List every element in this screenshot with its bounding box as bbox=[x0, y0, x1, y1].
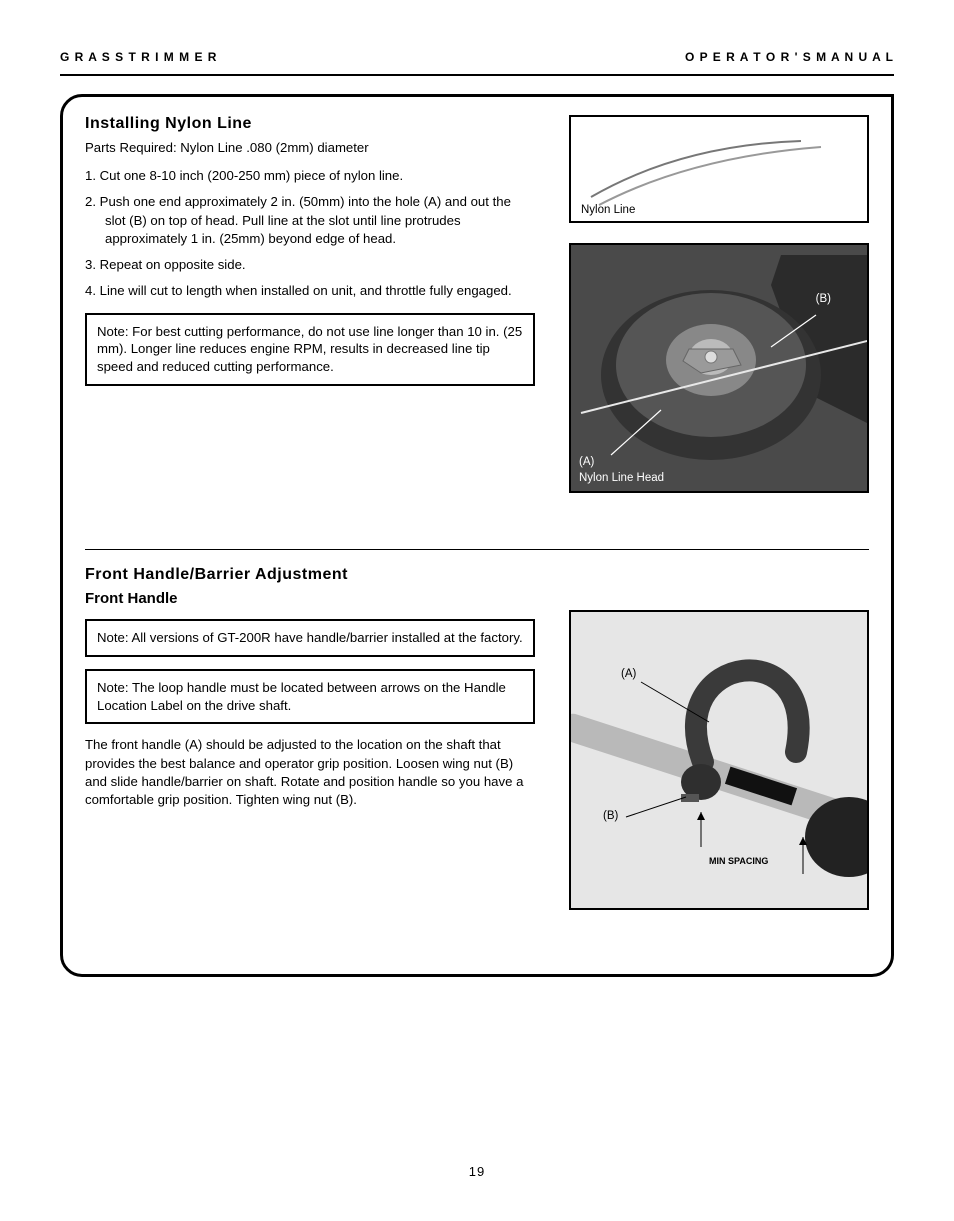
line-note-text: Note: For best cutting performance, do n… bbox=[97, 324, 522, 375]
handle-note2: Note: The loop handle must be located be… bbox=[85, 669, 535, 725]
loop-handle-svg: MIN SPACING bbox=[571, 612, 869, 910]
header-right: O P E R A T O R ' S M A N U A L bbox=[685, 50, 894, 64]
line-step-3: 3. Repeat on opposite side. bbox=[85, 256, 535, 274]
handle-subtitle: Front Handle bbox=[85, 590, 535, 607]
line-title: Installing Nylon Line bbox=[85, 115, 535, 133]
fig3-label-a: (A) bbox=[621, 668, 636, 681]
fig-loop-handle: MIN SPACING (A) (B) bbox=[569, 610, 869, 910]
handle-note1-text: Note: All versions of GT-200R have handl… bbox=[97, 630, 523, 645]
fig3-label-b: (B) bbox=[603, 810, 618, 823]
handle-note1: Note: All versions of GT-200R have handl… bbox=[85, 619, 535, 657]
assembly-panel: Installing Nylon Line Parts Required: Ny… bbox=[60, 94, 894, 977]
header-rule bbox=[60, 74, 894, 76]
svg-text:MIN SPACING: MIN SPACING bbox=[709, 856, 768, 866]
handle-section: Front Handle/Barrier Adjustment Front Ha… bbox=[85, 566, 869, 946]
line-note-box: Note: For best cutting performance, do n… bbox=[85, 313, 535, 386]
section-divider bbox=[85, 549, 869, 550]
line-step-1: 1. Cut one 8-10 inch (200-250 mm) piece … bbox=[85, 167, 535, 185]
fig-nylon-line: Nylon Line bbox=[569, 115, 869, 223]
line-parts-req: Parts Required: Nylon Line .080 (2mm) di… bbox=[85, 139, 535, 157]
line-head-svg bbox=[571, 245, 869, 493]
fig2-head-caption: Nylon Line Head bbox=[579, 472, 664, 485]
page: G R A S S T R I M M E R O P E R A T O R … bbox=[0, 0, 954, 1221]
line-step-2: 2. Push one end approximately 2 in. (50m… bbox=[85, 193, 535, 248]
fig1-caption: Nylon Line bbox=[581, 204, 635, 217]
handle-title: Front Handle/Barrier Adjustment bbox=[85, 566, 535, 584]
header-row: G R A S S T R I M M E R O P E R A T O R … bbox=[60, 50, 894, 64]
fig2-label-b: (B) bbox=[816, 293, 831, 306]
handle-body: The front handle (A) should be adjusted … bbox=[85, 736, 535, 809]
line-step-4: 4. Line will cut to length when installe… bbox=[85, 282, 535, 300]
page-number: 19 bbox=[0, 1164, 954, 1179]
handle-note2-text: Note: The loop handle must be located be… bbox=[97, 680, 506, 713]
line-section: Installing Nylon Line Parts Required: Ny… bbox=[85, 115, 869, 535]
fig-line-head: (A) Nylon Line Head (B) bbox=[569, 243, 869, 493]
fig2-label-a: (A) bbox=[579, 456, 594, 469]
header-left: G R A S S T R I M M E R bbox=[60, 50, 217, 64]
